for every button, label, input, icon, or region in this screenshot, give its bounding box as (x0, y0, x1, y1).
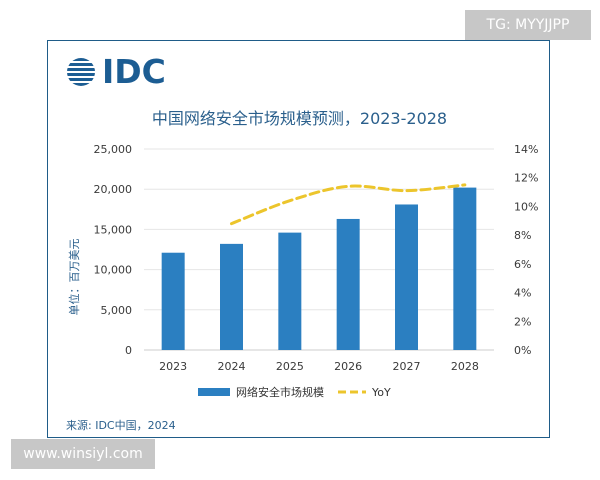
grid-lines (144, 148, 494, 351)
y2-tick-label: 8% (514, 229, 531, 242)
x-tick-label: 2028 (451, 360, 479, 373)
y-tick-label: 0 (125, 344, 132, 357)
y2-tick-label: 12% (514, 172, 538, 185)
y2-tick-label: 2% (514, 315, 531, 328)
chart-plot: 0 5,000 10,000 15,000 20,000 25,000 0% 2% 4% 6% 8… (67, 143, 538, 399)
watermark-bottom: www.winsiyl.com (11, 439, 155, 469)
bar (453, 187, 477, 350)
yoy-line (230, 183, 467, 226)
bar (336, 218, 360, 350)
y-axis-label: 单位：百万美元 (67, 239, 81, 316)
y2-tick-label: 0% (514, 344, 531, 357)
idc-logo: IDC (66, 53, 166, 91)
x-tick-label: 2025 (276, 360, 304, 373)
y-tick-label: 5,000 (101, 304, 133, 317)
x-tick-label: 2026 (334, 360, 362, 373)
x-tick-label: 2023 (159, 360, 187, 373)
x-tick-label: 2024 (218, 360, 246, 373)
logo-text: IDC (102, 52, 166, 91)
y-tick-label: 10,000 (94, 264, 133, 277)
bar (161, 252, 185, 350)
legend-line-label: YoY (371, 386, 391, 399)
chart-card: IDC 中国网络安全市场规模预测，2023-2028 0 5,000 10,000 1… (47, 40, 550, 438)
globe-icon (67, 58, 95, 86)
y-tick-label: 15,000 (94, 223, 133, 236)
legend: 网络安全市场规模 YoY (198, 385, 391, 399)
y2-tick-label: 4% (514, 287, 531, 300)
left-axis-ticks: 0 5,000 10,000 15,000 20,000 25,000 (94, 143, 133, 357)
bar (220, 243, 243, 350)
bar (395, 204, 418, 350)
right-axis-ticks: 0% 2% 4% 6% 8% 10% 12% 14% (514, 143, 538, 357)
y2-tick-label: 14% (514, 143, 538, 156)
y-tick-label: 20,000 (94, 183, 133, 196)
x-tick-label: 2027 (393, 360, 421, 373)
legend-bar-swatch (198, 388, 230, 396)
bar (278, 232, 302, 350)
y2-tick-label: 10% (514, 200, 538, 213)
bars (161, 187, 477, 350)
yoy-series-line (230, 183, 467, 226)
y2-tick-label: 6% (514, 258, 531, 271)
source-note: 来源: IDC中国，2024 (66, 419, 176, 432)
watermark-top: TG: MYYJJPP (465, 10, 591, 40)
x-axis-ticks: 2023 2024 2025 2026 2027 2028 (159, 360, 479, 373)
legend-bar-label: 网络安全市场规模 (236, 385, 324, 399)
chart-title: 中国网络安全市场规模预测，2023-2028 (151, 109, 448, 128)
y-tick-label: 25,000 (94, 143, 133, 156)
